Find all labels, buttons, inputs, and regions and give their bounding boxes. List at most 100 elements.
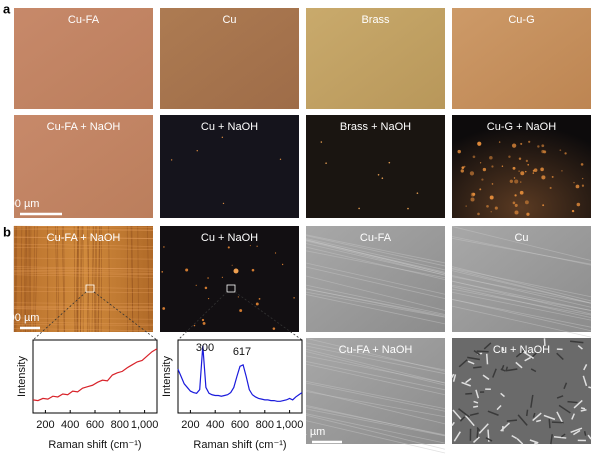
- speckle: [258, 297, 261, 300]
- texture: [13, 236, 154, 239]
- speckle: [251, 268, 255, 272]
- speckle: [527, 163, 530, 166]
- texture: [487, 410, 499, 416]
- speckle: [576, 202, 581, 207]
- speckle: [202, 321, 206, 325]
- scale-bar-label: 500 µm: [3, 198, 40, 210]
- texture: [305, 355, 446, 384]
- texture: [131, 225, 134, 333]
- texture: [13, 274, 154, 278]
- speckle: [222, 202, 225, 205]
- y-axis-label: Intensity: [161, 356, 173, 397]
- texture: [63, 225, 65, 333]
- speckle: [509, 179, 514, 183]
- texture: [458, 408, 470, 418]
- texture: [92, 225, 96, 333]
- texture: [73, 225, 76, 333]
- peak-label: 617: [233, 346, 251, 358]
- texture: [29, 225, 32, 333]
- texture: [25, 225, 27, 333]
- texture: [305, 239, 446, 275]
- texture: [305, 406, 446, 436]
- texture: [305, 380, 446, 410]
- texture: [534, 442, 538, 445]
- texture: [305, 408, 446, 437]
- speckle: [388, 161, 391, 164]
- speckle: [512, 201, 516, 205]
- speckle: [490, 211, 492, 213]
- photo-label: Cu-FA + NaOH: [47, 232, 121, 244]
- texture: [570, 340, 584, 344]
- speckle: [489, 195, 494, 200]
- zoom-line: [177, 291, 228, 341]
- texture: [452, 374, 457, 382]
- zoom-box: [85, 284, 95, 293]
- texture: [465, 415, 475, 427]
- speckle: [498, 141, 501, 143]
- texture: [451, 298, 592, 332]
- texture: [87, 225, 90, 333]
- texture: [80, 225, 82, 333]
- photo-label: Cu-G + NaOH: [487, 121, 556, 133]
- texture: [305, 246, 446, 281]
- x-tick-label: 800: [111, 419, 129, 431]
- speckle: [472, 155, 476, 159]
- photo: [160, 226, 299, 332]
- texture: [305, 389, 446, 425]
- y-axis-label: Intensity: [16, 356, 28, 397]
- zoom-line: [234, 291, 303, 341]
- x-tick-label: 400: [61, 419, 79, 431]
- texture: [13, 321, 154, 325]
- speckle: [573, 181, 575, 184]
- speckle: [193, 324, 196, 327]
- x-axis-label: Raman shift (cm⁻¹): [193, 439, 286, 451]
- texture: [147, 225, 150, 333]
- texture: [13, 270, 154, 272]
- texture: [476, 350, 489, 353]
- texture: [500, 422, 510, 432]
- texture: [461, 381, 471, 387]
- texture: [13, 228, 154, 231]
- texture: [529, 439, 539, 444]
- speckle: [272, 327, 276, 330]
- speckle: [204, 286, 208, 290]
- speckle: [520, 142, 523, 145]
- texture: [57, 225, 59, 333]
- speckle: [281, 263, 284, 266]
- speckle: [540, 167, 544, 172]
- texture: [551, 421, 564, 424]
- speckle: [161, 271, 164, 273]
- speckle: [162, 307, 166, 310]
- texture: [465, 378, 472, 384]
- x-axis-label: Raman shift (cm⁻¹): [48, 439, 141, 451]
- speckle: [320, 141, 323, 143]
- photo-label: Cu: [222, 14, 236, 26]
- speckle: [542, 204, 545, 207]
- speckle: [358, 207, 360, 210]
- texture: [305, 275, 446, 311]
- x-tick-label: 600: [86, 419, 104, 431]
- texture: [95, 225, 98, 333]
- texture: [472, 436, 480, 444]
- speckle: [512, 166, 516, 170]
- speckle: [491, 183, 494, 185]
- panel-letter: b: [3, 224, 11, 239]
- texture: [305, 348, 446, 384]
- speckle: [514, 179, 519, 184]
- speckle: [207, 277, 209, 279]
- speckle: [482, 167, 487, 172]
- texture: [473, 366, 482, 369]
- texture: [459, 416, 466, 422]
- speckle: [465, 205, 467, 207]
- texture: [451, 291, 592, 321]
- speckle: [231, 264, 233, 266]
- texture: [305, 235, 446, 267]
- texture: [560, 433, 566, 438]
- photo-label: Cu-FA: [68, 14, 100, 26]
- texture: [525, 409, 529, 417]
- texture: [580, 409, 587, 412]
- texture: [13, 225, 154, 228]
- photo-label: Brass: [361, 14, 390, 26]
